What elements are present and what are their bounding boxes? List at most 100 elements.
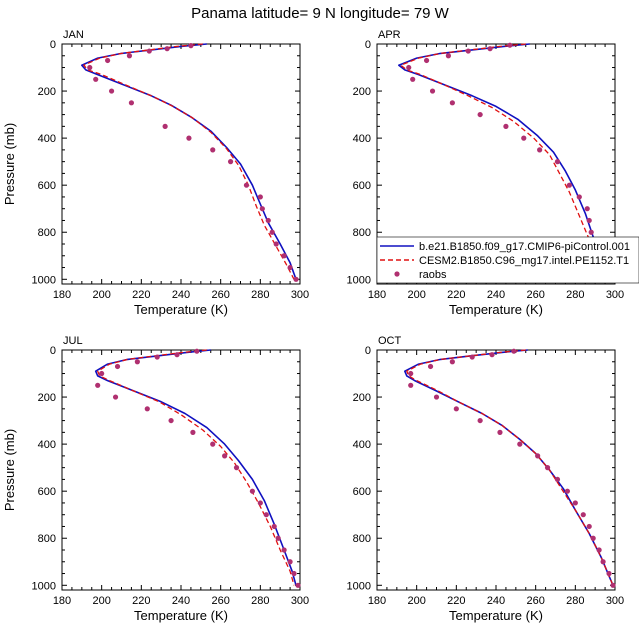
raobs-point — [590, 535, 596, 541]
x-tick-label: 220 — [447, 289, 465, 301]
x-tick-label: 200 — [407, 289, 425, 301]
raobs-point — [564, 488, 571, 494]
raobs-point — [273, 241, 279, 247]
legend-label: CESM2.B1850.C96_mg17.intel.PE1152.T1 — [419, 255, 629, 267]
raobs-point — [210, 147, 216, 153]
y-tick-label: 0 — [365, 39, 371, 51]
raobs-point — [126, 53, 133, 59]
x-tick-label: 180 — [368, 289, 386, 301]
raobs-point — [164, 46, 170, 52]
raobs-point — [287, 264, 293, 271]
raobs-point — [554, 476, 561, 483]
y-tick-label: 600 — [38, 486, 56, 498]
x-tick-label: 240 — [172, 289, 190, 301]
y-tick-label: 200 — [353, 392, 371, 404]
raobs-point — [497, 429, 503, 435]
y-tick-label: 1000 — [32, 580, 56, 592]
panel-jan: 180 200 220 240 260 280 300 0 200 400 600 800 1000 JA… — [2, 29, 309, 317]
series-line-cesm2 — [83, 43, 295, 280]
legend-entry: raobs — [394, 269, 447, 281]
x-tick-label: 280 — [566, 289, 584, 301]
raobs-point — [194, 348, 200, 354]
raobs-point — [544, 465, 551, 471]
panel-jul: 180 200 220 240 260 280 300 0 200 400 600 800 1000 JU… — [2, 335, 309, 623]
raobs-point — [168, 417, 174, 424]
raobs-point — [410, 76, 416, 82]
raobs-point — [423, 57, 430, 64]
raobs-point — [134, 359, 140, 365]
raobs-point — [600, 559, 606, 565]
raobs-point — [222, 453, 228, 459]
x-axis-label: Temperature (K) — [134, 608, 228, 623]
x-tick-label: 180 — [368, 595, 386, 607]
x-tick-label: 260 — [526, 289, 544, 301]
raobs-point — [146, 48, 152, 54]
raobs-point — [503, 123, 509, 129]
raobs-point — [227, 159, 234, 165]
figure-title: Panama latitude= 9 N longitude= 79 W — [191, 5, 450, 22]
series-line-cmip6 — [94, 349, 297, 586]
x-tick-label: 180 — [53, 595, 71, 607]
y-axis-label: Pressure (mb) — [2, 429, 17, 511]
x-tick-label: 240 — [172, 595, 190, 607]
raobs-point — [87, 64, 93, 71]
panel-label: OCT — [378, 335, 402, 347]
y-tick-label: 200 — [353, 86, 371, 98]
raobs-point — [507, 42, 513, 48]
raobs-point — [243, 182, 250, 188]
raobs-point — [188, 43, 194, 49]
raobs-point — [108, 88, 115, 94]
series-line-cesm2 — [97, 349, 295, 586]
raobs-point — [186, 135, 192, 141]
legend-label: raobs — [419, 269, 447, 281]
x-tick-label: 260 — [211, 595, 229, 607]
raobs-point — [453, 406, 459, 412]
x-tick-label: 300 — [606, 595, 624, 607]
raobs-point — [263, 512, 269, 518]
y-tick-label: 800 — [353, 533, 371, 545]
x-tick-label: 260 — [211, 289, 229, 301]
data-layer — [403, 348, 616, 588]
raobs-point — [427, 363, 434, 370]
raobs-point — [281, 547, 287, 553]
raobs-point — [469, 354, 475, 360]
raobs-point — [610, 582, 616, 588]
raobs-point — [572, 500, 578, 506]
raobs-point — [249, 488, 255, 494]
x-tick-label: 200 — [92, 595, 110, 607]
raobs-point — [449, 359, 455, 365]
data-layer — [81, 43, 299, 282]
raobs-point — [429, 88, 436, 94]
raobs-point — [154, 354, 160, 360]
y-tick-label: 800 — [38, 533, 56, 545]
raobs-point — [271, 523, 277, 530]
panels: 180 200 220 240 260 280 300 0 200 400 600 800 1000 JA… — [2, 29, 624, 623]
legend-box — [376, 236, 639, 284]
raobs-point — [465, 48, 471, 54]
raobs-point — [269, 229, 275, 235]
panel-label: JAN — [63, 29, 84, 41]
raobs-point — [576, 194, 582, 200]
x-tick-label: 300 — [291, 289, 309, 301]
raobs-point — [275, 535, 281, 541]
raobs-point — [535, 453, 541, 459]
panel-label: JUL — [63, 335, 83, 347]
raobs-point — [99, 370, 105, 377]
raobs-point — [566, 182, 572, 188]
y-tick-label: 600 — [38, 180, 56, 192]
series-line-cesm2 — [400, 43, 610, 280]
raobs-point — [287, 559, 293, 565]
raobs-point — [487, 46, 493, 52]
x-tick-label: 260 — [526, 595, 544, 607]
x-tick-label: 240 — [487, 595, 505, 607]
raobs-point — [162, 123, 168, 129]
raobs-point — [128, 100, 135, 106]
raobs-point — [293, 276, 299, 282]
y-tick-label: 0 — [50, 39, 56, 51]
raobs-point — [554, 159, 561, 165]
legend-label: b.e21.B1850.f09_g17.CMIP6-piControl.001 — [419, 241, 630, 253]
x-tick-label: 280 — [251, 595, 269, 607]
raobs-point — [408, 382, 414, 388]
y-tick-label: 0 — [50, 345, 56, 357]
y-tick-label: 400 — [38, 439, 56, 451]
